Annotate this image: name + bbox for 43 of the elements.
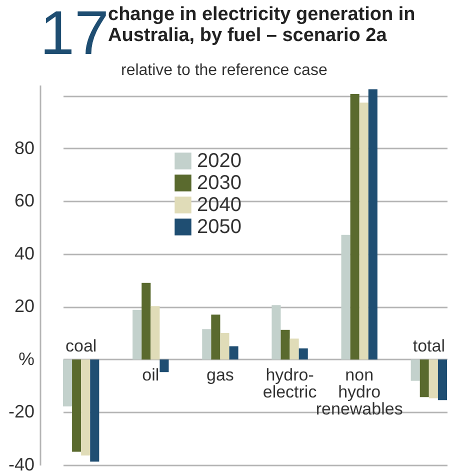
x-tick-label: total	[412, 336, 445, 356]
y-tick-label: 60	[14, 190, 34, 211]
bar	[420, 359, 429, 398]
bar	[350, 94, 360, 360]
bar	[63, 359, 72, 406]
legend-label: 2040	[197, 194, 242, 216]
chart-subtitle: relative to the reference case	[121, 62, 328, 79]
x-tick-label: gas	[206, 365, 234, 384]
bar	[211, 314, 220, 360]
bar	[132, 310, 142, 360]
bar	[272, 305, 281, 360]
bar	[438, 359, 447, 400]
y-tick-label: -40	[8, 454, 34, 474]
y-tick-label: 80	[14, 138, 34, 158]
legend-label: 2020	[197, 150, 242, 172]
bar	[280, 330, 290, 360]
bar	[220, 333, 230, 360]
x-tick-label: oil	[142, 365, 160, 384]
bar	[341, 234, 350, 360]
bar	[428, 359, 438, 398]
y-tick-label: -20	[8, 402, 34, 422]
x-tick-label: non hydro renewables	[316, 365, 403, 418]
bar	[298, 348, 308, 360]
y-tick-label: 20	[14, 296, 34, 316]
y-tick-label: 40	[14, 243, 34, 264]
bar	[290, 338, 299, 360]
x-tick-label: coal	[65, 336, 97, 356]
bar	[72, 359, 82, 452]
bar	[160, 359, 169, 372]
text: 17	[40, 0, 109, 68]
bar	[368, 89, 378, 360]
legend-label: 2050	[197, 216, 242, 238]
bar	[359, 102, 368, 360]
chart-title: change in electricity generation in Australia, by fuel – scenario 2a	[108, 4, 416, 46]
bar	[202, 329, 212, 360]
bar	[90, 359, 100, 462]
y-tick-label: %	[18, 348, 34, 369]
bar	[142, 282, 151, 360]
bar	[410, 359, 420, 381]
bar	[150, 306, 160, 360]
bar	[81, 359, 90, 456]
legend-label: 2030	[197, 172, 242, 194]
bar	[229, 346, 238, 360]
